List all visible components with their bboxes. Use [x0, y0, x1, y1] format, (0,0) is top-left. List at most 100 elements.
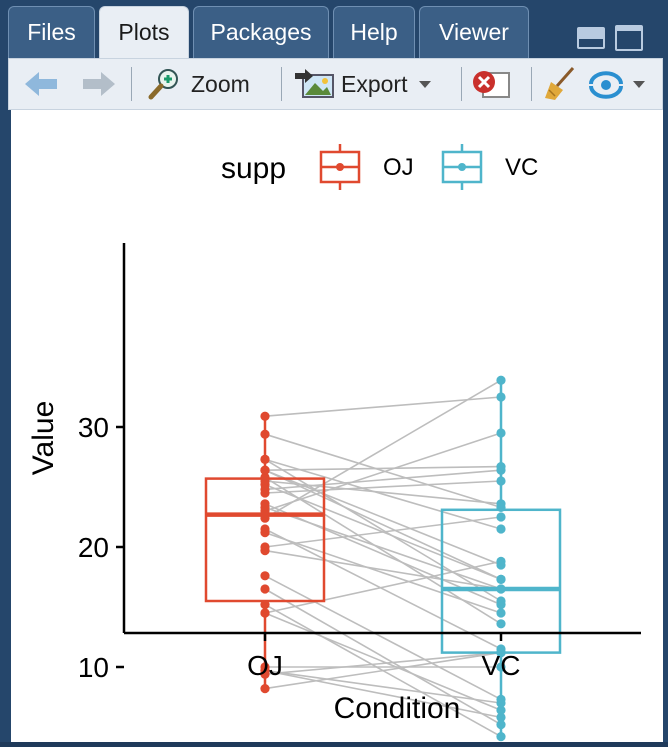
- arrow-left-icon: [25, 72, 57, 96]
- paired-line: [264, 433, 502, 509]
- paired-line: [264, 396, 502, 417]
- zoom-button[interactable]: Zoom: [147, 59, 250, 109]
- remove-plot-icon: [473, 71, 510, 98]
- data-point-oj: [260, 429, 270, 439]
- paired-line: [264, 651, 502, 675]
- minimize-pane-icon[interactable]: [577, 27, 605, 49]
- data-point-oj: [260, 584, 270, 594]
- tab-packages-label: Packages: [210, 19, 312, 45]
- paired-line: [264, 483, 502, 581]
- paired-boxplot-chart: supp OJ VC: [27, 144, 641, 742]
- data-point-vc: [496, 712, 506, 723]
- toolbar-separator: [531, 67, 532, 101]
- y-tick-label: 30: [78, 412, 109, 443]
- x-axis-ticks: OJ VC: [247, 633, 520, 681]
- paired-line: [264, 458, 502, 602]
- data-point-oj: [260, 600, 270, 610]
- data-point-vc: [496, 662, 506, 672]
- boxplot-group: [204, 380, 562, 737]
- magnifier-zoom-icon: [148, 69, 178, 100]
- tab-files[interactable]: Files: [8, 6, 95, 58]
- remove-plot-button[interactable]: [471, 59, 511, 109]
- x-tick-label: OJ: [247, 650, 283, 681]
- x-axis-title: Condition: [334, 692, 461, 725]
- toolbar-separator: [131, 67, 132, 101]
- data-point-oj: [260, 608, 270, 618]
- points-group: [260, 375, 506, 742]
- paired-line: [264, 379, 502, 519]
- data-point-oj: [260, 484, 270, 494]
- tab-viewer-label: Viewer: [439, 19, 509, 45]
- y-axis-ticks: 10 20 30: [78, 412, 124, 683]
- data-point-oj: [260, 465, 270, 475]
- data-point-vc: [496, 648, 506, 658]
- tab-packages[interactable]: Packages: [193, 6, 329, 58]
- data-point-oj: [260, 513, 270, 523]
- legend-key-vc: [441, 144, 483, 190]
- tab-plots[interactable]: Plots: [99, 6, 189, 58]
- legend-label-vc: VC: [505, 154, 538, 181]
- data-point-oj: [260, 506, 270, 516]
- y-tick-label: 10: [78, 652, 109, 683]
- data-point-oj: [260, 454, 270, 464]
- maximize-pane-icon[interactable]: [615, 25, 643, 51]
- tab-plots-label: Plots: [118, 19, 170, 45]
- paired-line: [264, 588, 502, 726]
- tab-bar: Files Plots Packages Help Viewer: [8, 6, 663, 58]
- data-point-vc: [496, 524, 506, 534]
- back-button[interactable]: [23, 59, 59, 109]
- data-point-vc: [496, 596, 506, 606]
- chevron-down-icon: [633, 80, 645, 88]
- data-point-vc: [496, 512, 506, 522]
- plot-area: supp OJ VC: [11, 110, 663, 742]
- paired-line: [264, 651, 502, 690]
- paired-line: [264, 560, 502, 614]
- publish-icon: [589, 71, 623, 99]
- paired-line: [264, 469, 502, 491]
- tab-files-label: Files: [27, 19, 76, 45]
- paired-line: [264, 531, 502, 614]
- data-point-vc: [496, 705, 506, 715]
- data-point-vc: [496, 732, 506, 742]
- paired-line: [264, 575, 502, 701]
- data-point-vc: [496, 476, 506, 486]
- data-point-vc: [496, 619, 506, 629]
- tab-viewer[interactable]: Viewer: [419, 6, 529, 58]
- data-point-vc: [496, 608, 506, 618]
- paired-lines-group: [264, 379, 502, 738]
- paired-line: [264, 549, 502, 590]
- data-point-oj: [260, 476, 270, 486]
- forward-button[interactable]: [81, 59, 117, 109]
- paired-line: [264, 480, 502, 505]
- data-point-vc: [496, 375, 506, 385]
- y-tick-label: 20: [78, 532, 109, 563]
- chevron-down-icon: [419, 80, 432, 88]
- tab-help-label: Help: [350, 19, 398, 45]
- data-point-vc: [496, 574, 506, 584]
- legend-key-oj: [319, 144, 361, 190]
- data-point-vc: [496, 698, 506, 708]
- plots-toolbar: Zoom Export: [8, 58, 663, 110]
- export-image-icon: [295, 69, 334, 98]
- data-point-oj: [260, 499, 270, 509]
- data-point-oj: [260, 411, 270, 421]
- broom-icon: [545, 67, 575, 100]
- legend-label-oj: OJ: [383, 154, 414, 181]
- toolbar-separator: [281, 67, 282, 101]
- export-label: Export: [341, 70, 408, 97]
- y-axis-title: Value: [27, 401, 60, 476]
- data-point-vc: [496, 462, 506, 472]
- clear-plots-button[interactable]: [541, 59, 577, 109]
- paired-line: [264, 612, 502, 711]
- tab-help[interactable]: Help: [333, 6, 415, 58]
- publish-button[interactable]: [587, 59, 645, 109]
- arrow-right-icon: [83, 72, 115, 96]
- legend-title: supp: [221, 152, 286, 185]
- legend: supp OJ VC: [221, 144, 538, 190]
- paired-line: [264, 480, 502, 494]
- data-point-oj: [260, 542, 270, 552]
- x-tick-label: VC: [482, 650, 521, 681]
- export-button[interactable]: Export: [295, 59, 432, 109]
- data-point-vc: [496, 428, 506, 438]
